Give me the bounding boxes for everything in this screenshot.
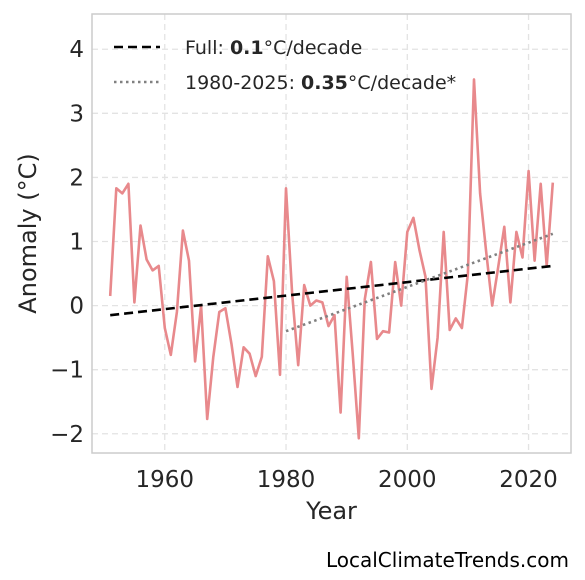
grid xyxy=(92,14,571,453)
y-tick-label: 0 xyxy=(69,294,84,320)
x-tick-label: 2000 xyxy=(378,467,437,493)
tick-labels: 1960 1980 2000 2020 −2 −1 0 1 2 3 4 xyxy=(50,37,558,493)
y-tick-label: 2 xyxy=(69,165,84,191)
series-anomaly-line xyxy=(108,78,555,440)
legend-entry-recent: 1980-2025: 0.35°C/decade* xyxy=(185,72,456,94)
legend: Full: 0.1°C/decade 1980-2025: 0.35°C/dec… xyxy=(114,37,456,94)
x-tick-label: 2020 xyxy=(499,467,558,493)
legend-recent-name: 1980-2025: xyxy=(185,72,301,94)
legend-entry-full: Full: 0.1°C/decade xyxy=(185,37,362,59)
source-credit: LocalClimateTrends.com xyxy=(325,548,569,572)
x-axis-label: Year xyxy=(305,497,357,525)
legend-recent-unit: °C/decade* xyxy=(348,72,456,94)
trend-line-full xyxy=(110,264,553,317)
x-tick-label: 1980 xyxy=(257,467,316,493)
plot-frame xyxy=(91,13,572,454)
legend-full-rate: 0.1 xyxy=(230,37,264,59)
y-tick-label: 4 xyxy=(69,37,84,63)
series-layer xyxy=(108,78,555,440)
y-tick-label: 3 xyxy=(69,101,84,127)
y-tick-label: −2 xyxy=(50,422,84,448)
legend-full-unit: °C/decade xyxy=(264,37,363,59)
legend-recent-rate: 0.35 xyxy=(301,72,348,94)
legend-full-name: Full: xyxy=(185,37,230,59)
y-axis-label: Anomaly (°C) xyxy=(14,153,42,313)
y-tick-label: −1 xyxy=(50,358,84,384)
x-tick-label: 1960 xyxy=(135,467,194,493)
y-tick-label: 1 xyxy=(69,230,84,256)
